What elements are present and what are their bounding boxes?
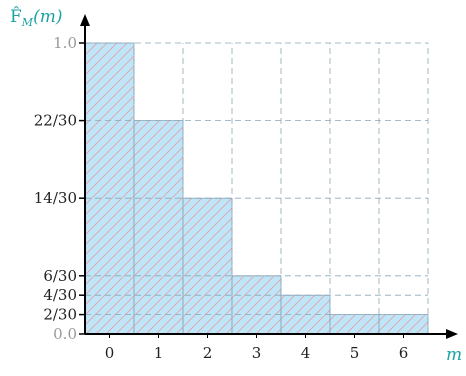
y-axis-title-sub: M [21,16,34,29]
bar-1 [133,120,184,335]
y-axis-title-arg: (m) [33,7,62,27]
x-tick-label: 3 [252,344,262,362]
y-tick-label: 6/30 [43,267,77,285]
y-tick-label: 22/30 [34,112,77,130]
bar-5 [329,314,380,335]
y-axis-title: F̂M(m) [10,7,62,29]
y-axis-arrow [80,14,90,26]
bar-0 [84,42,135,335]
x-axis-title: m [446,345,462,365]
x-tick-label: 4 [301,344,311,362]
x-tick-label: 6 [399,344,409,362]
y-tick-label: 0.0 [53,325,77,343]
y-tick-label: 2/30 [43,306,77,324]
bars-layer [84,42,429,335]
x-tick-label: 2 [203,344,213,362]
labels-layer: F̂M(m) m [10,7,462,365]
x-tick-label: 0 [105,344,115,362]
bar-3 [231,275,282,335]
y-tick-label: 4/30 [43,286,77,304]
ticks-layer: 0.02/30 4/306/30 14/30 22/30 1.0 0 1 2 3 4 5 6 [34,34,409,362]
y-axis-title-main: F̂ [10,7,22,27]
x-axis-arrow [446,329,458,339]
grid-layer [85,42,429,334]
y-tick-label: 1.0 [53,34,77,52]
y-tick-label: 14/30 [34,189,77,207]
x-tick-label: 1 [154,344,164,362]
axes-layer [80,14,458,339]
x-tick-label: 5 [350,344,360,362]
bar-6 [378,314,429,335]
bar-2 [182,197,233,335]
